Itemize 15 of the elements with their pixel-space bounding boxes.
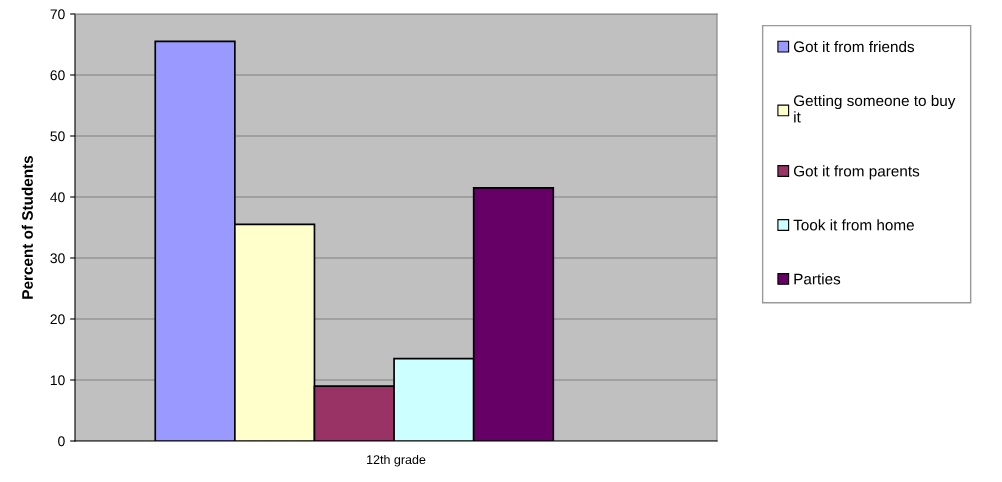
y-tick-label: 10 [50, 375, 65, 386]
legend-label: Got it from friends [793, 40, 915, 53]
y-axis-title: Percent of Students [21, 155, 33, 299]
y-tick-label: 0 [58, 436, 65, 447]
y-tick-label: 60 [50, 70, 65, 81]
x-tick-label: 12th grade [367, 454, 426, 467]
y-tick-label: 70 [50, 9, 65, 20]
y-tick-label: 30 [50, 253, 65, 264]
legend-label: Took it from home [793, 219, 914, 231]
legend-label: Parties [794, 273, 841, 285]
y-tick-label: 20 [50, 314, 65, 325]
legend-label: Got it from parents [793, 165, 920, 180]
y-tick-label: 50 [50, 131, 65, 142]
y-tick-label: 40 [50, 192, 65, 203]
legend-label: Getting someone to buy it [793, 94, 956, 123]
